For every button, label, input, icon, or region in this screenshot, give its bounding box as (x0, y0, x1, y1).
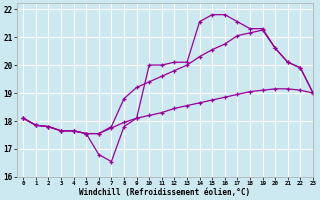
X-axis label: Windchill (Refroidissement éolien,°C): Windchill (Refroidissement éolien,°C) (79, 188, 251, 197)
